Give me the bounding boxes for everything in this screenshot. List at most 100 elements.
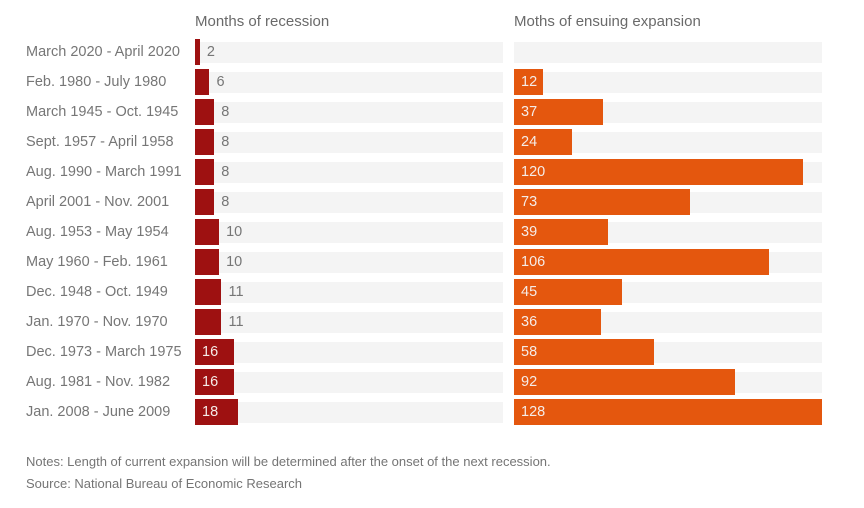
- recession-bar: [195, 249, 220, 275]
- bar-value-label: 10: [226, 223, 243, 240]
- recession-bar-track: 18: [195, 399, 503, 425]
- bar-value-label: 11: [228, 313, 244, 330]
- recession-bar-track: 2: [195, 39, 503, 65]
- recession-bar: [195, 129, 215, 155]
- column-headers: Months of recession Moths of ensuing exp…: [26, 12, 864, 37]
- chart-footer: Notes: Length of current expansion will …: [26, 451, 864, 495]
- chart-row: Sept. 1957 - April 1958 8 24: [26, 127, 864, 157]
- expansion-bar: [514, 99, 604, 125]
- chart-row: Aug. 1953 - May 1954 10 39: [26, 217, 864, 247]
- expansion-column-header: Moths of ensuing expansion: [514, 13, 701, 30]
- bar-value-label: 12: [521, 73, 538, 90]
- expansion-bar: [514, 339, 654, 365]
- chart-row: Jan. 1970 - Nov. 1970 11 36: [26, 307, 864, 337]
- recession-bar: [195, 339, 234, 365]
- bar-value-label: 8: [221, 163, 230, 180]
- expansion-bar: [514, 129, 572, 155]
- expansion-bar: [514, 189, 690, 215]
- bar-value-label: 120: [521, 163, 546, 180]
- bar-value-label: 2: [206, 43, 215, 60]
- recession-bar: [195, 279, 222, 305]
- expansion-bar-track: 73: [514, 189, 822, 215]
- bar-value-label: 45: [521, 283, 538, 300]
- bar-value-label: 16: [202, 343, 219, 360]
- recession-bar: [195, 309, 222, 335]
- chart-rows: March 2020 - April 2020 2 Feb. 1980 - Ju…: [26, 37, 864, 427]
- recession-bar: [195, 99, 215, 125]
- expansion-bar: [514, 309, 601, 335]
- bar-value-label: 16: [202, 373, 219, 390]
- expansion-bar-track: 37: [514, 99, 822, 125]
- chart-row: Jan. 2008 - June 2009 18 128: [26, 397, 864, 427]
- bar-value-label: 39: [521, 223, 538, 240]
- recession-period-label: March 2020 - April 2020: [26, 44, 180, 60]
- notes-text: Notes: Length of current expansion will …: [26, 454, 551, 469]
- recession-bar: [195, 369, 234, 395]
- recession-period-label: Aug. 1981 - Nov. 1982: [26, 374, 171, 390]
- chart-row: March 2020 - April 2020 2: [26, 37, 864, 67]
- recession-bar-track: 16: [195, 339, 503, 365]
- expansion-bar-track: [514, 41, 822, 63]
- expansion-bar-track: 58: [514, 339, 822, 365]
- bar-value-label: 24: [521, 133, 538, 150]
- recession-expansion-chart: Months of recession Moths of ensuing exp…: [26, 12, 864, 495]
- bar-value-label: 128: [521, 403, 546, 420]
- recession-bar: [195, 399, 239, 425]
- header-spacer: [26, 12, 195, 37]
- recession-period-label: April 2001 - Nov. 2001: [26, 194, 170, 210]
- recession-period-label: Sept. 1957 - April 1958: [26, 134, 174, 150]
- recession-bar-track: 8: [195, 99, 503, 125]
- chart-row: Aug. 1981 - Nov. 1982 16 92: [26, 367, 864, 397]
- chart-row: Feb. 1980 - July 1980 6 12: [26, 67, 864, 97]
- chart-row: Dec. 1973 - March 1975 16 58: [26, 337, 864, 367]
- recession-bar-track: 11: [195, 279, 503, 305]
- source-text: Source: National Bureau of Economic Rese…: [26, 476, 303, 491]
- chart-row: May 1960 - Feb. 1961 10 106: [26, 247, 864, 277]
- recession-bar-track: 8: [195, 129, 503, 155]
- bar-value-label: 8: [221, 193, 230, 210]
- chart-row: April 2001 - Nov. 2001 8 73: [26, 187, 864, 217]
- expansion-bar: [514, 369, 736, 395]
- expansion-bar: [514, 69, 543, 95]
- expansion-bar-track: 45: [514, 279, 822, 305]
- expansion-bar: [514, 279, 623, 305]
- recession-bar-track: 8: [195, 189, 503, 215]
- bar-value-label: 11: [228, 283, 244, 300]
- expansion-bar: [514, 249, 770, 275]
- expansion-bar-track: 24: [514, 129, 822, 155]
- recession-period-label: Aug. 1990 - March 1991: [26, 164, 182, 180]
- expansion-bar-track: 120: [514, 159, 822, 185]
- bar-value-label: 106: [521, 253, 546, 270]
- recession-bar-track: 6: [195, 69, 503, 95]
- chart-row: Aug. 1990 - March 1991 8 120: [26, 157, 864, 187]
- bar-value-label: 8: [221, 103, 230, 120]
- bar-value-label: 10: [226, 253, 243, 270]
- recession-bar: [195, 69, 210, 95]
- recession-bar-track: 10: [195, 249, 503, 275]
- expansion-bar: [514, 159, 803, 185]
- chart-row: Dec. 1948 - Oct. 1949 11 45: [26, 277, 864, 307]
- expansion-bar-track: 39: [514, 219, 822, 245]
- recession-bar-track: 10: [195, 219, 503, 245]
- recession-period-label: Jan. 1970 - Nov. 1970: [26, 314, 168, 330]
- bar-value-label: 58: [521, 343, 538, 360]
- bar-value-label: 73: [521, 193, 538, 210]
- recession-bar: [195, 219, 220, 245]
- expansion-bar-track: 12: [514, 69, 822, 95]
- recession-bar: [195, 39, 200, 65]
- recession-period-label: Jan. 2008 - June 2009: [26, 404, 171, 420]
- recession-bar: [195, 189, 215, 215]
- bar-value-label: 92: [521, 373, 538, 390]
- recession-column-header: Months of recession: [195, 13, 330, 30]
- bar-value-label: 6: [216, 73, 225, 90]
- recession-bar: [195, 159, 215, 185]
- recession-period-label: Feb. 1980 - July 1980: [26, 74, 167, 90]
- chart-row: March 1945 - Oct. 1945 8 37: [26, 97, 864, 127]
- expansion-bar: [514, 399, 822, 425]
- recession-period-label: May 1960 - Feb. 1961: [26, 254, 168, 270]
- bar-value-label: 36: [521, 313, 538, 330]
- expansion-bar: [514, 219, 608, 245]
- bar-value-label: 18: [202, 403, 219, 420]
- bar-value-label: 8: [221, 133, 230, 150]
- recession-bar-track: 11: [195, 309, 503, 335]
